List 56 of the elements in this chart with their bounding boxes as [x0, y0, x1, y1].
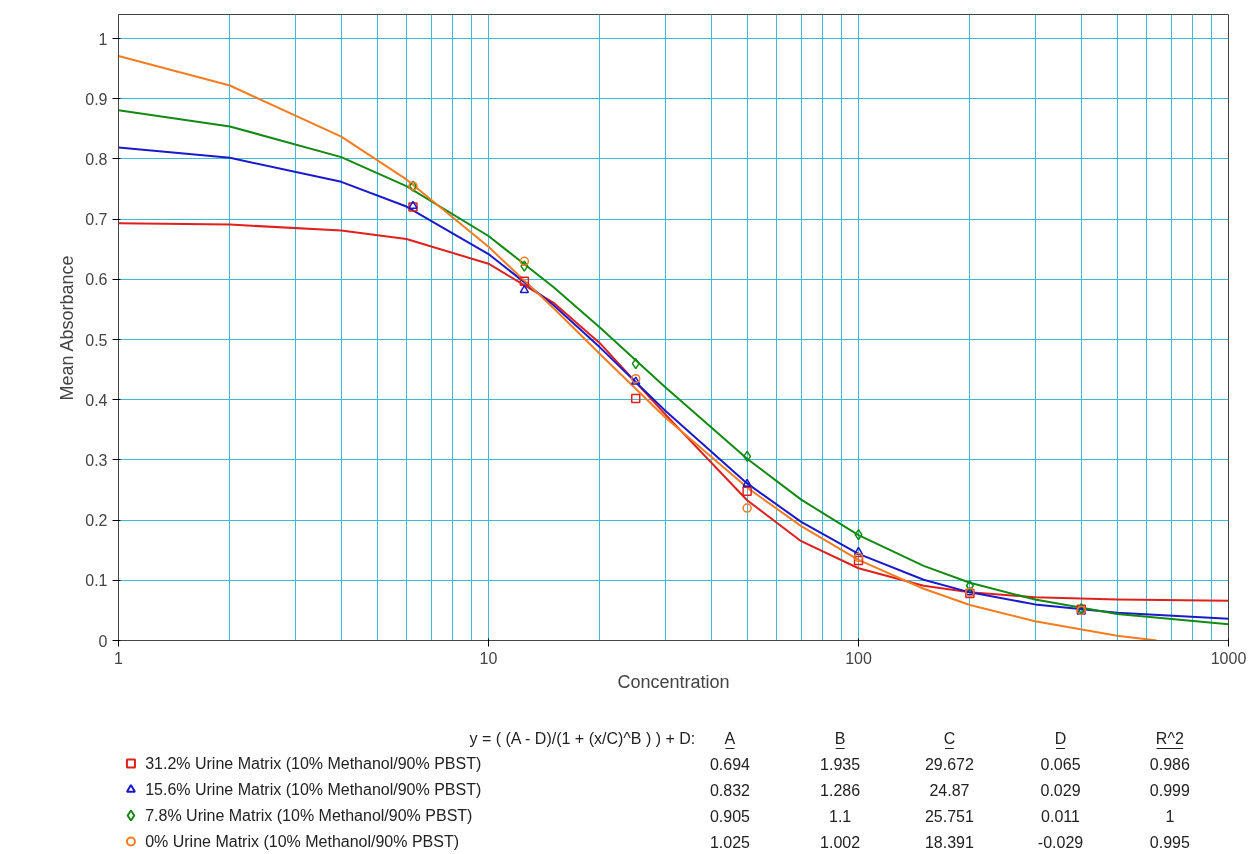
point: [742, 486, 752, 496]
y-tick-label: 0.6: [85, 271, 108, 289]
y-tick-label: 0.9: [85, 90, 108, 108]
x-tick-label: 10: [479, 649, 498, 667]
legend-label: 0% Urine Matrix (10% Methanol/90% PBST): [145, 833, 460, 850]
text: 0.986: [1149, 755, 1190, 773]
y-tick-label: 0.5: [85, 331, 108, 349]
y-tick-label: 0.7: [85, 211, 108, 229]
text: 1.025: [709, 833, 751, 851]
x-axis-title: Concentration: [617, 671, 730, 692]
text: 1.1: [829, 807, 852, 825]
point: [742, 503, 752, 513]
text: -0.029: [1037, 833, 1084, 851]
x-tick-label: 100: [845, 649, 872, 667]
point: [630, 393, 641, 404]
y-tick-label: 1: [98, 30, 108, 48]
y-tick-label: 0.2: [85, 512, 108, 530]
point: [853, 546, 864, 556]
text: D: [1054, 730, 1067, 747]
text: 0.832: [709, 781, 751, 799]
legend-label: 7.8% Urine Matrix (10% Methanol/90% PBST): [145, 807, 473, 824]
y-axis-title: Mean Absorbance: [57, 255, 78, 401]
text: 0.065: [1040, 755, 1081, 773]
x-tick-label: 1: [114, 649, 124, 667]
text: 0.011: [1041, 807, 1081, 825]
text: B: [834, 730, 846, 747]
text: C: [943, 730, 956, 747]
text: A: [724, 730, 736, 747]
point: [519, 276, 530, 286]
legend-label: 15.6% Urine Matrix (10% Methanol/90% PBST): [145, 781, 482, 798]
text: 1.002: [820, 833, 861, 851]
text: 0.694: [709, 755, 751, 773]
y-tick-label: 0.3: [85, 451, 108, 469]
point: [519, 284, 530, 294]
text: 18.391: [924, 833, 975, 851]
x-tick-label: 1000: [1210, 649, 1247, 667]
point: [520, 260, 529, 272]
text: 24.87: [929, 781, 970, 799]
text: 0.029: [1040, 781, 1081, 799]
legend-label: 31.2% Urine Matrix (10% Methanol/90% PBST): [145, 755, 482, 772]
y-tick-label: 0: [98, 632, 108, 650]
point: [519, 256, 530, 267]
point: [742, 478, 752, 488]
text: 29.672: [924, 755, 975, 773]
text: 1.935: [820, 755, 861, 773]
text: 25.751: [924, 807, 975, 825]
text: 0.999: [1149, 781, 1190, 799]
text: 0.905: [709, 807, 751, 825]
y-tick-label: 0.4: [85, 391, 108, 409]
text: 1: [1165, 807, 1175, 825]
text: R^2: [1155, 730, 1184, 747]
text: 0.995: [1149, 833, 1190, 851]
y-tick-label: 0.1: [85, 572, 108, 590]
text: 1.286: [820, 781, 861, 799]
y-tick-label: 0.8: [85, 150, 108, 168]
text: y = ( (A - D)/(1 + (x/C)^B ) ) + D:: [469, 730, 696, 747]
